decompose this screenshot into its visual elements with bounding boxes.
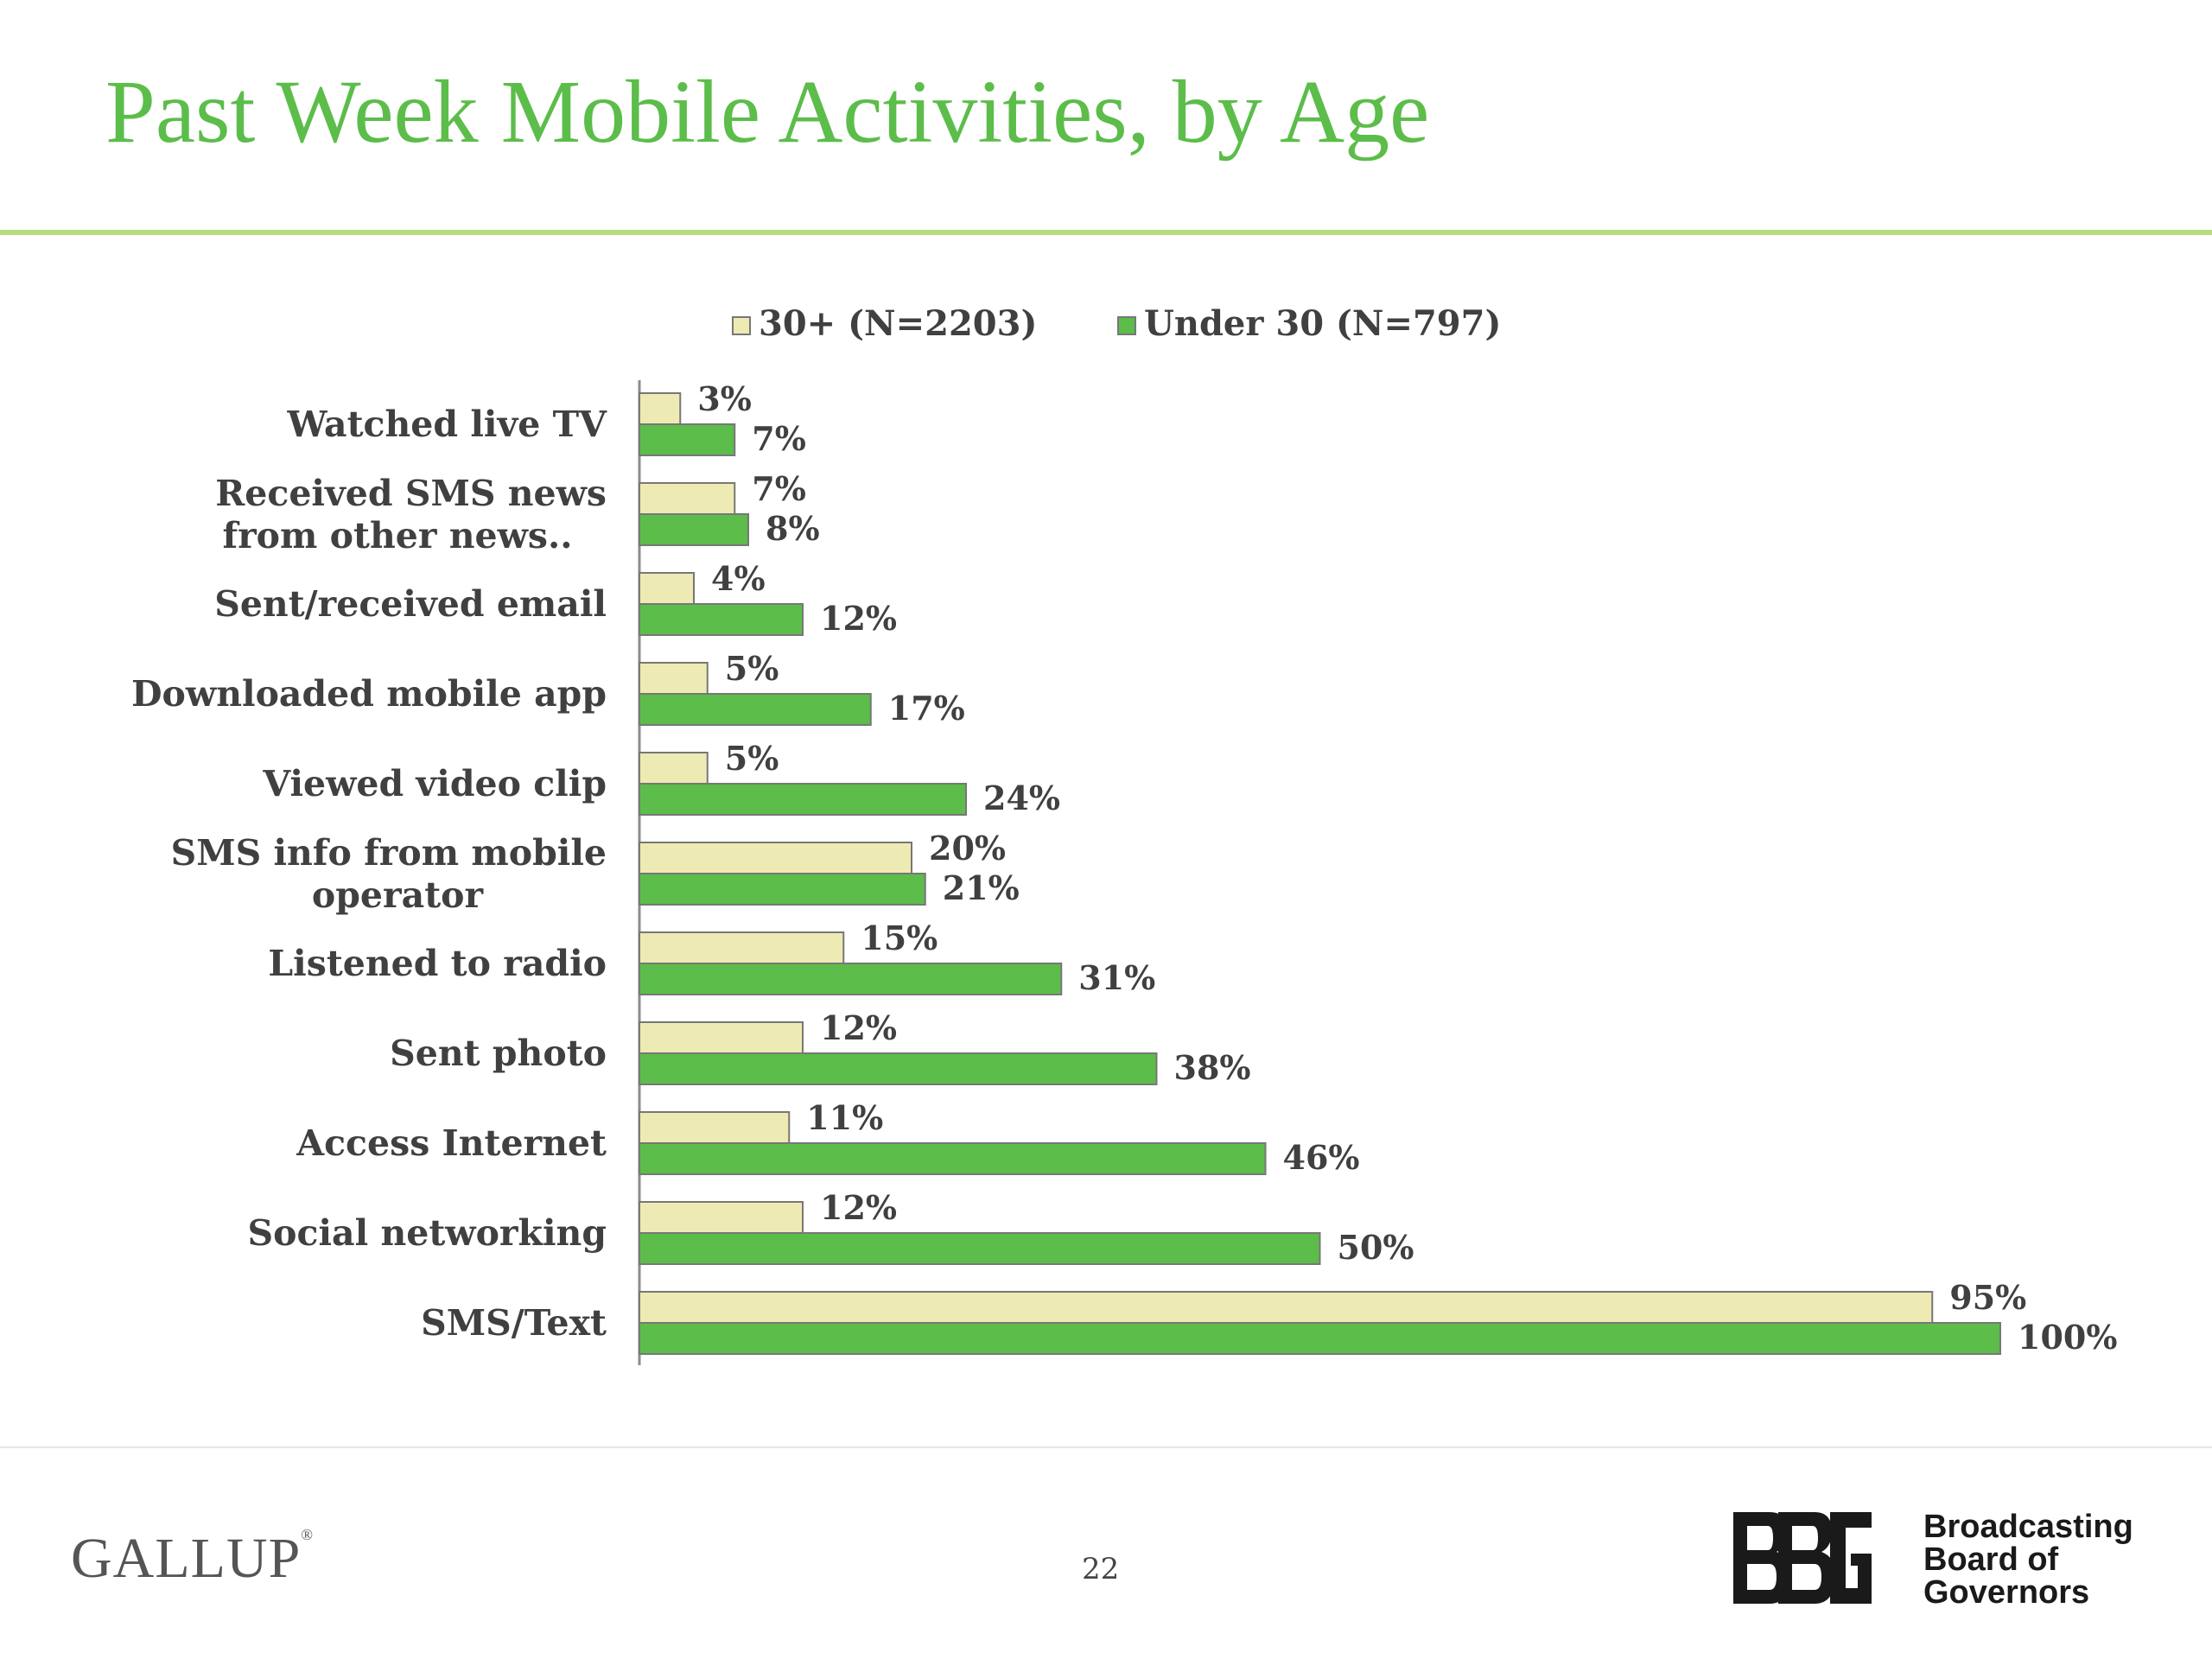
bbg-line-1: Broadcasting xyxy=(1923,1509,2133,1545)
bar-30-plus-sms-text xyxy=(639,1291,1934,1324)
bbg-line-3: Governors xyxy=(1923,1574,2090,1611)
bar-30-plus-social-networking xyxy=(639,1201,804,1234)
bar-30-plus-downloaded-mobile-app xyxy=(639,662,709,695)
value-label-under-30-listened-to-radio: 31% xyxy=(1078,958,1155,997)
bar-chart: 30+ (N=2203) Under 30 (N=797) 3%7%7%8%4%… xyxy=(131,303,2117,1365)
value-label-30-plus-watched-live-tv: 3% xyxy=(697,379,752,418)
value-label-under-30-sent-photo: 38% xyxy=(1174,1048,1251,1087)
bar-30-plus-watched-live-tv xyxy=(639,392,682,425)
value-label-under-30-access-internet: 46% xyxy=(1283,1138,1360,1177)
footer-divider xyxy=(0,1446,2212,1448)
bbg-org-name: Broadcasting Board of Governors xyxy=(1923,1510,2133,1609)
category-label-line: Received SMS news xyxy=(215,473,607,514)
category-label-viewed-video-clip: Viewed video clip xyxy=(262,763,607,804)
category-label-watched-live-tv: Watched live TV xyxy=(287,404,608,445)
bar-30-plus-sent-photo xyxy=(639,1021,804,1054)
value-label-under-30-social-networking: 50% xyxy=(1338,1228,1414,1267)
legend-label-30-plus: 30+ (N=2203) xyxy=(759,303,1037,344)
bar-under-30-sms-info-from-mobile-operator xyxy=(639,873,926,906)
value-label-under-30-sent-received-email: 12% xyxy=(820,599,897,638)
legend-label-under-30: Under 30 (N=797) xyxy=(1144,303,1501,344)
title-divider xyxy=(0,230,2212,235)
category-label-received-sms-news-from-other-news: Received SMS news from other news.. xyxy=(215,473,607,556)
category-label-sms-text: SMS/Text xyxy=(421,1302,607,1344)
page-number: 22 xyxy=(1082,1552,1120,1586)
value-label-30-plus-sent-photo: 12% xyxy=(820,1008,897,1047)
bar-under-30-received-sms-news-from-other-news xyxy=(639,513,749,546)
bar-under-30-sent-photo xyxy=(639,1052,1158,1085)
bar-30-plus-sms-info-from-mobile-operator xyxy=(639,842,912,874)
slide-title: Past Week Mobile Activities, by Age xyxy=(105,62,1430,162)
legend-swatch-30-plus xyxy=(732,316,751,335)
category-label-sms-info-from-mobile-operator: SMS info from mobile operator xyxy=(171,832,607,916)
bar-under-30-listened-to-radio xyxy=(639,963,1063,995)
bar-under-30-sent-received-email xyxy=(639,603,804,636)
bars-group xyxy=(639,392,2001,1355)
category-labels-group: Watched live TV Received SMS news from oth… xyxy=(131,404,607,1344)
bar-30-plus-received-sms-news-from-other-news xyxy=(639,482,736,515)
category-label-sent-received-email: Sent/received email xyxy=(214,583,607,625)
category-label-line: operator xyxy=(312,874,485,916)
value-label-under-30-sms-info-from-mobile-operator: 21% xyxy=(943,868,1020,907)
value-labels-group: 3%7%7%8%4%12%5%17%5%24%20%21%15%31%12%38… xyxy=(697,379,2117,1357)
value-label-30-plus-social-networking: 12% xyxy=(820,1188,897,1227)
value-label-30-plus-access-internet: 11% xyxy=(806,1098,883,1137)
bbg-logo-icon xyxy=(1733,1512,1872,1604)
value-label-30-plus-viewed-video-clip: 5% xyxy=(725,739,779,778)
gallup-registered-mark: ® xyxy=(301,1526,315,1543)
bar-under-30-social-networking xyxy=(639,1232,1321,1265)
category-label-line: SMS info from mobile xyxy=(171,832,607,874)
bar-under-30-viewed-video-clip xyxy=(639,783,967,816)
bar-30-plus-listened-to-radio xyxy=(639,931,845,964)
category-label-line: from other news.. xyxy=(222,515,572,556)
bar-under-30-sms-text xyxy=(639,1322,2001,1355)
bar-under-30-access-internet xyxy=(639,1142,1267,1175)
value-label-30-plus-sms-text: 95% xyxy=(1949,1278,2026,1317)
value-label-30-plus-listened-to-radio: 15% xyxy=(861,918,938,957)
bar-under-30-downloaded-mobile-app xyxy=(639,693,872,726)
value-label-30-plus-sent-received-email: 4% xyxy=(711,559,766,598)
category-label-listened-to-radio: Listened to radio xyxy=(268,943,607,984)
category-label-sent-photo: Sent photo xyxy=(390,1033,607,1074)
value-label-30-plus-sms-info-from-mobile-operator: 20% xyxy=(929,829,1006,868)
bar-30-plus-sent-received-email xyxy=(639,572,695,605)
bbg-line-2: Board of xyxy=(1923,1541,2059,1578)
value-label-30-plus-received-sms-news-from-other-news: 7% xyxy=(752,469,806,508)
value-label-under-30-watched-live-tv: 7% xyxy=(752,419,806,458)
category-label-downloaded-mobile-app: Downloaded mobile app xyxy=(131,673,607,715)
bar-under-30-watched-live-tv xyxy=(639,423,736,456)
gallup-logo-text: GALLUP xyxy=(71,1527,302,1590)
value-label-under-30-downloaded-mobile-app: 17% xyxy=(888,689,965,728)
value-label-under-30-received-sms-news-from-other-news: 8% xyxy=(766,509,820,548)
gallup-logo: GALLUP® xyxy=(71,1526,314,1592)
bar-30-plus-access-internet xyxy=(639,1111,791,1144)
bar-30-plus-viewed-video-clip xyxy=(639,752,709,785)
category-label-social-networking: Social networking xyxy=(248,1212,607,1254)
category-label-access-internet: Access Internet xyxy=(296,1122,607,1164)
legend-swatch-under-30 xyxy=(1117,316,1136,335)
value-label-under-30-viewed-video-clip: 24% xyxy=(983,779,1060,817)
value-label-30-plus-downloaded-mobile-app: 5% xyxy=(725,649,779,688)
value-label-under-30-sms-text: 100% xyxy=(2018,1318,2117,1357)
chart-legend: 30+ (N=2203) Under 30 (N=797) xyxy=(732,303,1501,344)
